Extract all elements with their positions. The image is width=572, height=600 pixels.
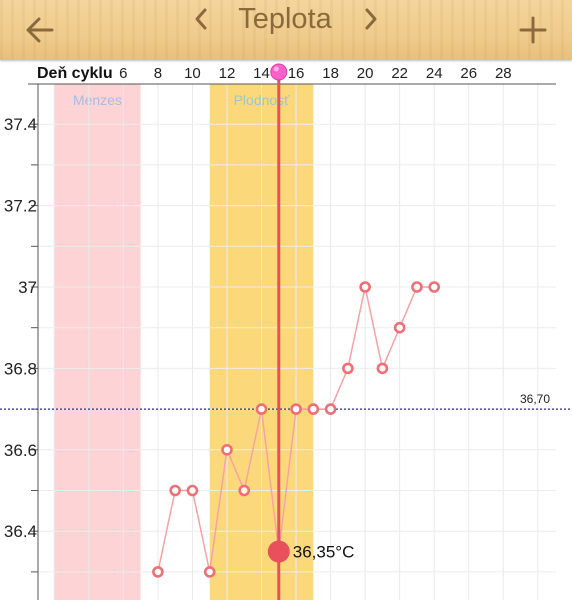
y-tick-label: 36.6 xyxy=(4,441,37,460)
back-button[interactable] xyxy=(14,0,66,60)
x-tick-label: 6 xyxy=(119,65,127,82)
data-point[interactable] xyxy=(169,484,181,497)
reference-line-label: 36,70 xyxy=(520,392,550,406)
data-point[interactable] xyxy=(221,443,233,456)
selected-day-handle[interactable] xyxy=(270,63,288,81)
selected-value-label: 36,35°C xyxy=(293,543,355,562)
data-point[interactable] xyxy=(393,321,406,334)
data-point[interactable] xyxy=(238,484,251,497)
data-point[interactable] xyxy=(255,403,268,415)
previous-cycle-button[interactable] xyxy=(186,0,216,38)
y-tick-label: 37.4 xyxy=(4,115,37,134)
x-axis-label: Deň cyklu xyxy=(37,65,113,82)
plus-icon xyxy=(519,16,547,44)
next-cycle-button[interactable] xyxy=(356,0,386,38)
x-tick-label: 16 xyxy=(288,65,305,82)
chart-axes: Deň cyklu 6 8 10 12 14 16 18 20 22 24 26 28 37.4 37.2 3… xyxy=(4,65,556,600)
x-tick-label: 18 xyxy=(322,65,339,82)
y-tick-label: 36.8 xyxy=(4,359,37,378)
chevron-right-icon xyxy=(365,8,377,30)
x-tick-label: 10 xyxy=(184,65,201,82)
selected-data-point[interactable] xyxy=(267,540,290,563)
data-point[interactable] xyxy=(307,403,320,415)
data-point[interactable] xyxy=(290,403,302,415)
selected-day-handle-highlight xyxy=(273,66,279,72)
y-tick-label: 37 xyxy=(18,278,37,297)
data-point[interactable] xyxy=(376,362,389,375)
page-title: Teplota xyxy=(238,3,332,35)
x-tick-label: 20 xyxy=(357,65,374,82)
band-label-0: Menzes xyxy=(73,92,122,108)
chart-grid xyxy=(38,84,556,600)
x-tick-label: 14 xyxy=(253,65,270,82)
y-tick-label: 36.4 xyxy=(4,522,37,541)
temperature-series xyxy=(152,281,441,578)
data-point[interactable] xyxy=(324,403,337,415)
data-point[interactable] xyxy=(186,484,199,497)
data-point[interactable] xyxy=(342,362,354,375)
app-header: Teplota xyxy=(0,0,572,60)
data-point[interactable] xyxy=(359,281,371,293)
data-point[interactable] xyxy=(203,566,216,578)
selected-day-group[interactable]: 36,35°C xyxy=(267,63,355,600)
arrow-left-icon xyxy=(26,17,54,43)
data-point[interactable] xyxy=(152,566,164,578)
y-tick-label: 37.2 xyxy=(4,197,37,216)
band-0 xyxy=(54,84,141,600)
x-tick-label: 24 xyxy=(426,65,443,82)
x-tick-label: 8 xyxy=(154,65,162,82)
data-point[interactable] xyxy=(428,281,441,293)
x-tick-label: 28 xyxy=(495,65,512,82)
chevron-left-icon xyxy=(195,8,207,30)
x-tick-label: 12 xyxy=(219,65,236,82)
reference-line-group: 36,70 xyxy=(0,392,572,410)
chart-bands: Menzes Plodnosť xyxy=(54,84,314,600)
x-tick-label: 22 xyxy=(391,65,408,82)
x-tick-label: 26 xyxy=(460,65,477,82)
data-point[interactable] xyxy=(411,281,423,293)
add-button[interactable] xyxy=(508,0,558,60)
